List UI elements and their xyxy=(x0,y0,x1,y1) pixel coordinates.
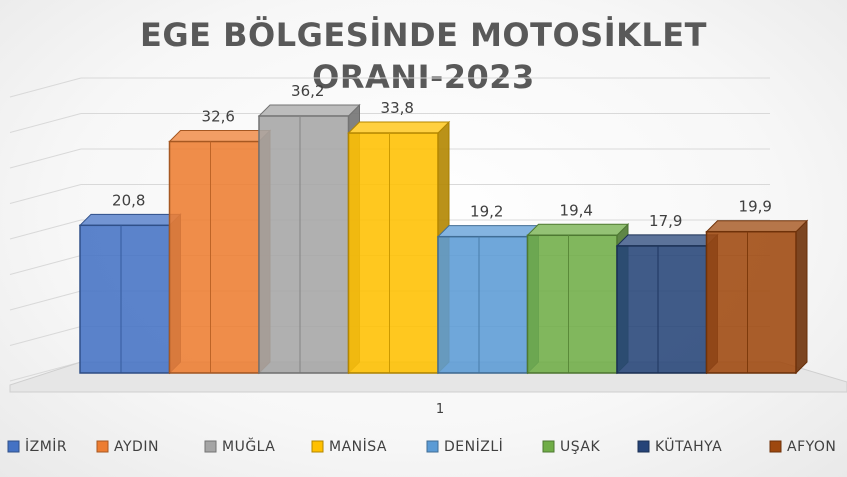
legend-label-afyon: AFYON xyxy=(787,439,836,455)
data-label-uşak: 19,4 xyxy=(560,201,593,219)
legend-swatch-aydin xyxy=(96,440,109,453)
legend-swatch-i̇zmi̇r xyxy=(7,440,20,453)
bar-afyon xyxy=(705,230,797,374)
bar-top-kütahya xyxy=(615,234,719,247)
bar-uşak xyxy=(526,234,618,374)
data-label-kütahya: 17,9 xyxy=(649,212,682,230)
legend-swatch-deni̇zli̇ xyxy=(426,440,439,453)
legend-label-kütahya: KÜTAHYA xyxy=(655,437,722,455)
data-label-i̇zmi̇r: 20,8 xyxy=(112,191,145,209)
bar-i̇zmi̇r xyxy=(79,224,171,374)
gridline-left xyxy=(9,184,82,204)
legend-swatch-kütahya xyxy=(637,440,650,453)
legend-swatch-muğla xyxy=(204,440,217,453)
legend-label-aydin: AYDIN xyxy=(114,439,159,455)
data-label-deni̇zli̇: 19,2 xyxy=(470,203,503,221)
bar-top-aydin xyxy=(168,130,272,143)
bar-kütahya xyxy=(616,245,708,374)
bar-aydin xyxy=(168,140,260,374)
gridline-left xyxy=(9,113,82,133)
legend-label-deni̇zli̇: DENİZLİ xyxy=(444,437,503,455)
legend-label-muğla: MUĞLA xyxy=(222,437,275,455)
chart-title-line-1: EGE BÖLGESİNDE MOTOSİKLET xyxy=(140,16,707,54)
bar-deni̇zli̇ xyxy=(437,235,529,374)
bar-top-muğla xyxy=(257,104,361,117)
legend-label-mani̇sa: MANİSA xyxy=(329,437,387,455)
legend-swatch-mani̇sa xyxy=(311,440,324,453)
gridline-left xyxy=(9,77,82,98)
bar-top-mani̇sa xyxy=(347,121,451,134)
bar-mani̇sa xyxy=(347,132,439,374)
data-label-muğla: 36,2 xyxy=(291,82,324,100)
gridline-left xyxy=(9,361,82,382)
bar-top-i̇zmi̇r xyxy=(78,213,182,226)
gridline-left xyxy=(9,290,82,311)
x-tick-label: 1 xyxy=(436,402,444,417)
data-label-mani̇sa: 33,8 xyxy=(381,99,414,117)
data-label-aydin: 32,6 xyxy=(202,108,235,126)
bar-muğla xyxy=(258,115,350,374)
chart-title-line-2: ORANI-2023 xyxy=(312,58,535,96)
legend-swatch-afyon xyxy=(769,440,782,453)
bar-top-deni̇zli̇ xyxy=(436,225,540,238)
bar-top-uşak xyxy=(526,223,630,236)
gridline-left xyxy=(9,326,82,346)
gridline-left xyxy=(9,219,82,240)
legend-swatch-uşak xyxy=(542,440,555,453)
legend-label-i̇zmi̇r: İZMİR xyxy=(25,437,67,455)
bar-top-afyon xyxy=(705,220,809,233)
bar-side-afyon xyxy=(795,219,808,375)
gridline-left xyxy=(9,148,82,169)
legend-label-uşak: UŞAK xyxy=(560,439,600,455)
data-label-afyon: 19,9 xyxy=(739,198,772,216)
gridline-left xyxy=(9,255,82,275)
